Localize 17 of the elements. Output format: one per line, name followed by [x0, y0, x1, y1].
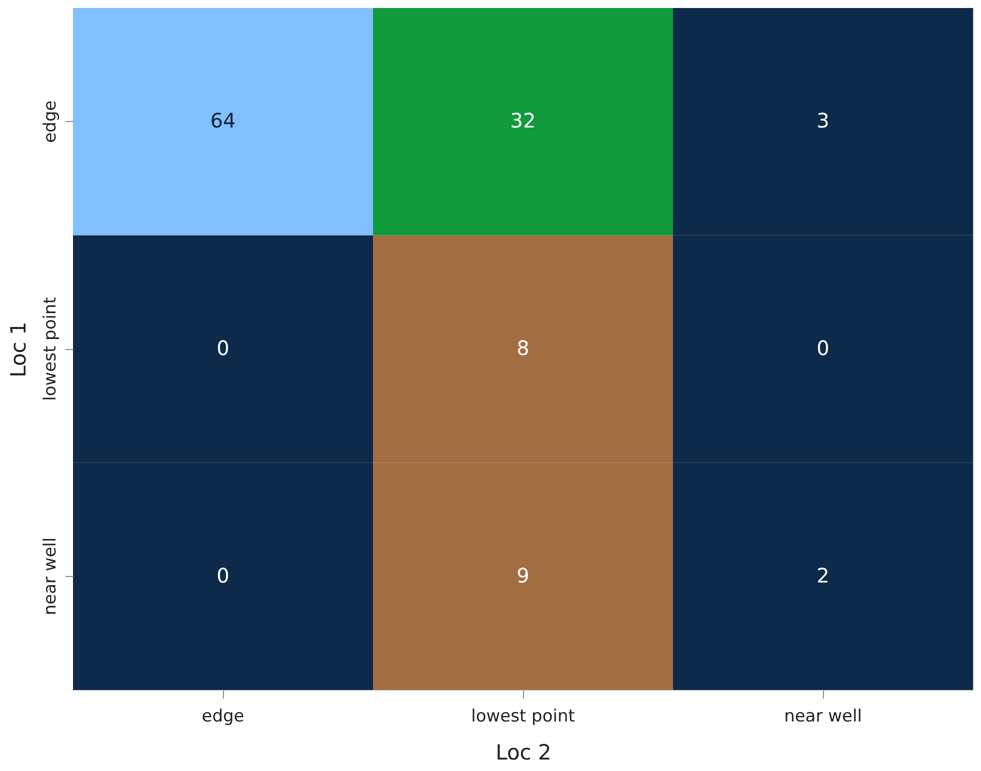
data-label: 32 — [510, 108, 536, 133]
data-label: 2 — [816, 563, 830, 588]
data-label: 0 — [816, 336, 830, 360]
y-tick-label: near well — [40, 537, 60, 616]
y-tick-label: edge — [40, 100, 60, 143]
data-label: 8 — [516, 336, 530, 360]
data-label: 3 — [816, 108, 830, 133]
y-tick-label: lowest point — [40, 296, 60, 401]
data-label: 0 — [216, 336, 230, 360]
data-label: 9 — [516, 563, 530, 588]
x-axis-title: Loc 2 — [496, 740, 552, 764]
x-tick-label: edge — [202, 706, 244, 726]
y-axis-title: Loc 1 — [6, 322, 30, 378]
data-label: 0 — [216, 563, 230, 588]
x-tick-label: near well — [784, 706, 862, 726]
x-tick-label: lowest point — [471, 706, 576, 726]
data-label: 64 — [210, 108, 236, 133]
